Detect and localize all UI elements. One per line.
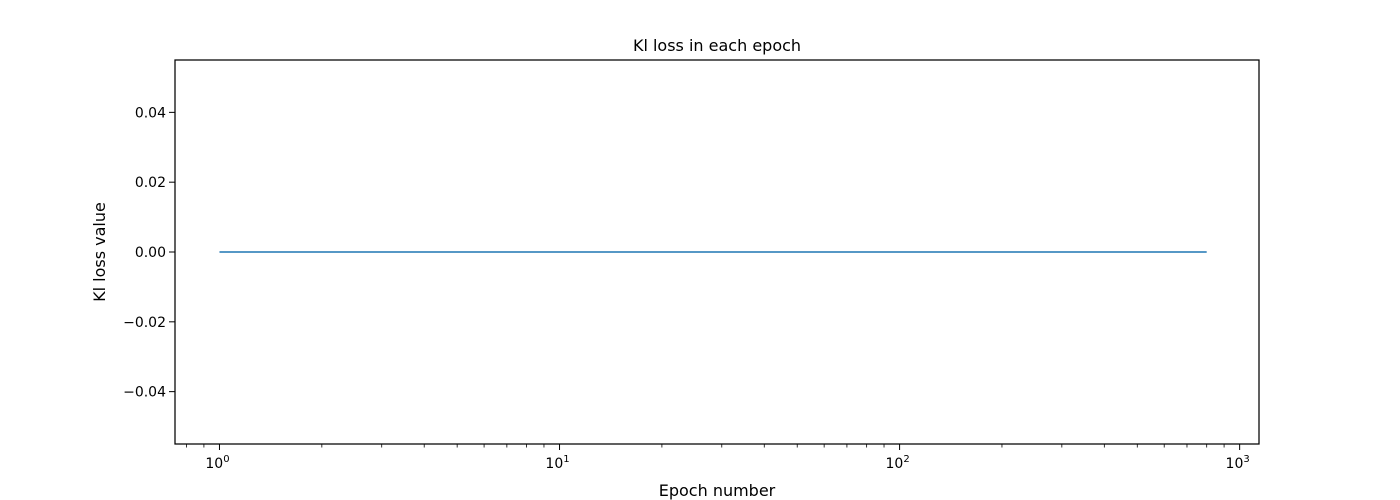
x-tick-label: 101 bbox=[545, 454, 569, 472]
x-axis-label: Epoch number bbox=[659, 481, 776, 500]
chart-title: Kl loss in each epoch bbox=[633, 36, 801, 55]
x-tick-label: 100 bbox=[205, 454, 229, 472]
x-tick-label: 102 bbox=[885, 454, 909, 472]
x-axis: 100 101 102 103 bbox=[186, 444, 1250, 472]
y-axis: 0.04 0.02 0.00 −0.02 −0.04 bbox=[123, 105, 175, 401]
y-tick-label: 0.00 bbox=[135, 245, 166, 261]
y-tick-label: −0.04 bbox=[123, 385, 166, 401]
y-tick-label: 0.04 bbox=[135, 105, 166, 121]
y-tick-label: −0.02 bbox=[123, 315, 166, 331]
y-axis-label: Kl loss value bbox=[90, 202, 109, 302]
x-tick-label: 103 bbox=[1226, 454, 1250, 472]
y-tick-label: 0.02 bbox=[135, 175, 166, 191]
